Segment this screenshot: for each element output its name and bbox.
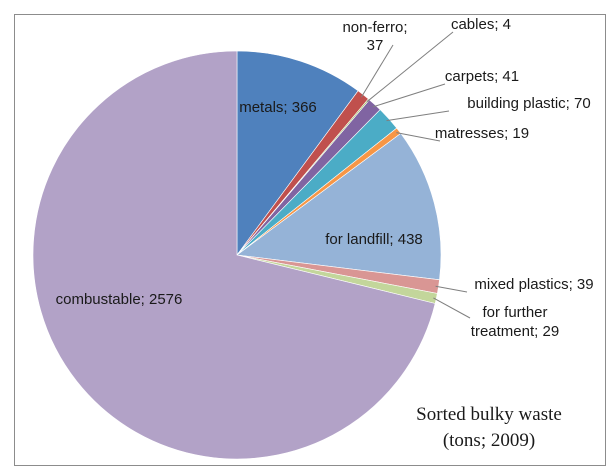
slice-label-non-ferro: non-ferro; 37 — [342, 19, 407, 54]
leader-line-matresses — [396, 132, 441, 142]
labels-layer: metals; 366 non-ferro; 37 cables; 4 carpets;… — [56, 16, 594, 340]
leader-line-building-plastic — [386, 110, 450, 122]
slice-label-building-plastic: building plastic; 70 — [467, 95, 590, 112]
leader-line-carpets — [372, 83, 446, 108]
leader-lines-layer — [360, 31, 471, 319]
slice-label-carpets: carpets; 41 — [445, 68, 519, 85]
pie-chart: metals; 366 non-ferro; 37 cables; 4 carpets;… — [32, 16, 594, 460]
leader-line-for-further-treatment — [433, 297, 471, 319]
slice-label-mixed-plastics: mixed plastics; 39 — [474, 276, 593, 293]
slice-label-cables: cables; 4 — [451, 16, 511, 33]
chart-title-line-2: (tons; 2009) — [443, 430, 535, 451]
leader-line-cables — [366, 31, 454, 103]
pie-slice-combustable — [32, 50, 436, 460]
chart-title-line-1: Sorted bulky waste — [416, 404, 562, 425]
slices-layer — [32, 50, 442, 460]
slice-label-matresses: matresses; 19 — [435, 125, 529, 142]
leader-line-non-ferro — [360, 44, 394, 98]
slice-label-for-further-treatment: for further treatment; 29 — [471, 304, 559, 340]
leader-line-mixed-plastics — [435, 285, 468, 293]
pie-slice-metals — [236, 50, 359, 256]
pie-slice-for-landfill — [236, 133, 442, 281]
chart-frame: metals; 366 non-ferro; 37 cables; 4 carpets;… — [14, 14, 606, 466]
slice-label-metals: metals; 366 — [239, 99, 317, 116]
slice-label-for-landfill: for landfill; 438 — [325, 231, 423, 248]
slice-label-combustable: combustable; 2576 — [56, 291, 183, 308]
